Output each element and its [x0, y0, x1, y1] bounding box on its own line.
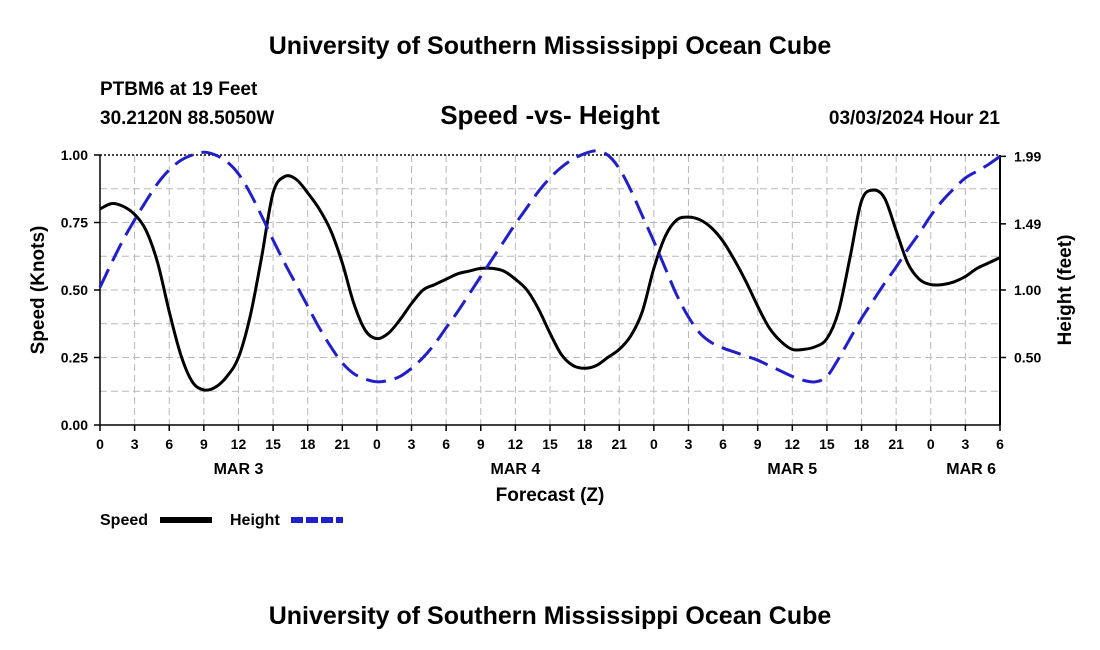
x-tick-label: 18	[854, 436, 870, 452]
y2-axis-ticks: 0.50 1.00 1.49 1.99	[1000, 148, 1041, 366]
x-tick-label: 0	[96, 436, 104, 452]
legend: Speed Height	[100, 512, 343, 529]
x-tick-label: 3	[131, 436, 139, 452]
y2-tick-label: 1.99	[1014, 148, 1041, 164]
series-lines	[98, 149, 1001, 392]
x-tick-label: 0	[927, 436, 935, 452]
x-tick-label: 21	[335, 436, 351, 452]
y-axis-ticks: 0.00 0.25 0.50 0.75 1.00	[61, 147, 100, 433]
x-tick-label: 12	[508, 436, 524, 452]
x-tick-label: 6	[442, 436, 450, 452]
y-axis-label: Speed (Knots)	[28, 226, 49, 355]
y-tick-label: 1.00	[61, 147, 88, 163]
grid-lines	[100, 155, 1000, 425]
coordinates-label: 30.2120N 88.5050W	[100, 108, 274, 129]
x-tick-label: 6	[719, 436, 727, 452]
day-label: MAR 6	[946, 461, 996, 478]
y2-tick-label: 1.00	[1014, 282, 1041, 298]
x-tick-label: 3	[961, 436, 969, 452]
x-axis-ticks: 0 3 6 9 12 15 18 21 0 3 6 9 12 15 18 21 0 3 6 9 12 15 18 21 0 3 6	[96, 425, 1004, 452]
day-label: MAR 5	[767, 461, 817, 478]
day-label: MAR 3	[214, 461, 264, 478]
y-tick-label: 0.75	[61, 215, 88, 231]
x-tick-label: 9	[477, 436, 485, 452]
height-series-line	[98, 149, 1001, 384]
y2-tick-label: 0.50	[1014, 350, 1041, 366]
x-tick-label: 18	[300, 436, 316, 452]
y-tick-label: 0.50	[61, 282, 88, 298]
chart-title: Speed -vs- Height	[440, 100, 660, 130]
x-tick-label: 21	[888, 436, 904, 452]
x-tick-label: 6	[165, 436, 173, 452]
x-axis-label: Forecast (Z)	[496, 485, 605, 506]
legend-height-label: Height	[230, 512, 280, 529]
y-tick-label: 0.00	[61, 417, 88, 433]
x-tick-label: 21	[611, 436, 627, 452]
y2-tick-label: 1.49	[1014, 216, 1041, 232]
x-tick-label: 9	[754, 436, 762, 452]
x-tick-label: 6	[996, 436, 1004, 452]
x-tick-label: 9	[200, 436, 208, 452]
datetime-label: 03/03/2024 Hour 21	[829, 108, 1001, 129]
x-tick-label: 12	[231, 436, 247, 452]
y2-axis-label: Height (feet)	[1055, 235, 1076, 346]
x-tick-label: 3	[685, 436, 693, 452]
x-tick-label: 15	[819, 436, 835, 452]
x-tick-label: 3	[408, 436, 416, 452]
y-tick-label: 0.25	[61, 350, 88, 366]
station-label: PTBM6 at 19 Feet	[100, 79, 258, 100]
legend-speed-label: Speed	[100, 512, 148, 529]
speed-series-line	[99, 174, 1001, 392]
x-tick-label: 0	[373, 436, 381, 452]
day-label: MAR 4	[490, 461, 540, 478]
x-tick-label: 18	[577, 436, 593, 452]
x-tick-label: 15	[542, 436, 558, 452]
footer-title: University of Southern Mississippi Ocean…	[269, 602, 832, 630]
x-tick-label: 0	[650, 436, 658, 452]
x-tick-label: 12	[785, 436, 801, 452]
x-tick-label: 15	[265, 436, 281, 452]
day-labels: MAR 3 MAR 4 MAR 5 MAR 6	[214, 461, 997, 478]
page-title: University of Southern Mississippi Ocean…	[269, 32, 832, 60]
